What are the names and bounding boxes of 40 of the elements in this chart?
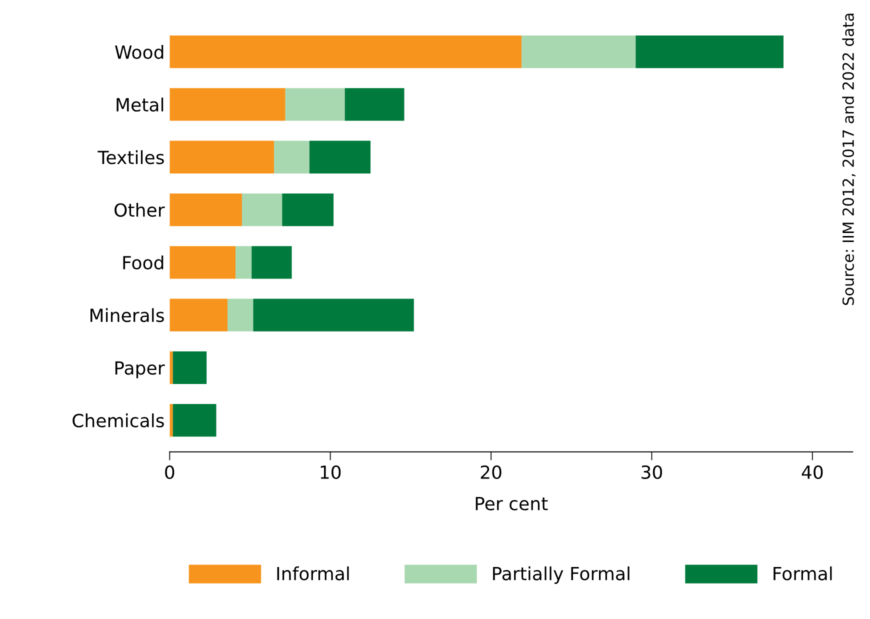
bar	[228, 298, 254, 332]
bar	[170, 140, 274, 174]
x-tick-label: 0	[165, 465, 174, 480]
bar	[636, 36, 784, 68]
annotation: Source: IIM 2012, 2017 and 2022 data	[842, 14, 856, 305]
bar	[282, 193, 334, 226]
y-tick-label: Minerals	[90, 308, 164, 322]
bar	[344, 88, 404, 121]
bar	[309, 140, 371, 174]
bar	[242, 193, 282, 226]
bar	[522, 36, 636, 68]
bar	[285, 88, 345, 121]
x-tick-label: 20	[480, 465, 502, 480]
bar	[170, 351, 173, 384]
bar	[170, 404, 173, 437]
y-tick-label: Metal	[116, 98, 164, 112]
y-tick-label: Chemicals	[72, 413, 164, 428]
y-tick-label: Other	[114, 202, 165, 217]
bar	[274, 140, 310, 174]
x-tick-label: 30	[642, 465, 662, 480]
bar	[170, 88, 286, 121]
y-tick-label: Textiles	[98, 150, 164, 164]
bar	[253, 298, 414, 332]
y-tick-label: Paper	[115, 361, 165, 378]
y-tick-label: Food	[123, 256, 164, 270]
legend-label: Informal	[277, 566, 349, 580]
bar	[170, 298, 228, 332]
legend-label: Partially Formal	[493, 566, 630, 584]
legend-label: Formal	[774, 566, 832, 580]
bar	[252, 246, 292, 279]
bar	[170, 246, 236, 279]
bar	[170, 193, 242, 226]
bar	[170, 36, 522, 68]
x-axis-title: Per cent	[476, 496, 548, 510]
y-tick-label: Wood	[115, 44, 164, 59]
x-tick-label: 40	[802, 465, 823, 480]
bar	[236, 246, 252, 279]
x-tick-label: 10	[320, 465, 341, 480]
bar	[172, 404, 216, 437]
bar	[172, 351, 207, 384]
